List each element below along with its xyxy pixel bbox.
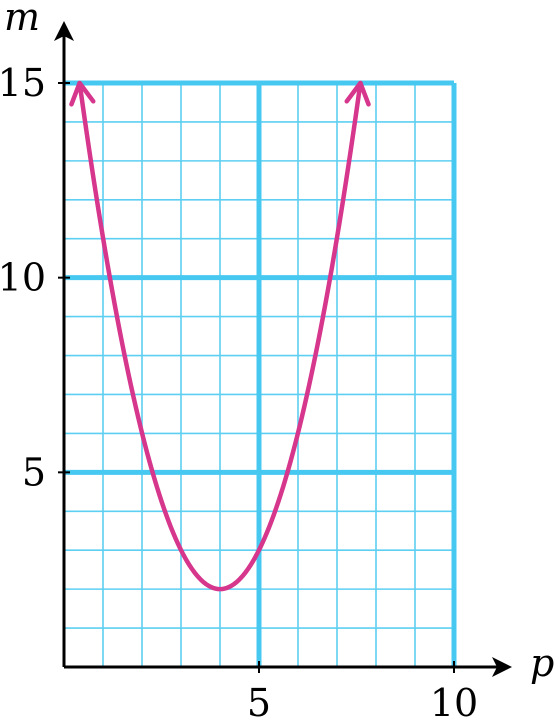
grid	[64, 83, 454, 667]
y-tick-label: 15	[0, 61, 46, 105]
y-tick-label: 10	[0, 256, 46, 300]
axes: p m	[4, 0, 554, 685]
y-tick-label: 5	[22, 450, 46, 494]
x-tick-label: 10	[430, 681, 478, 721]
y-axis-label: m	[4, 0, 40, 39]
x-tick-label: 5	[247, 681, 271, 721]
x-axis-label: p	[530, 641, 554, 685]
tick-labels: 5 10 5 10 15	[0, 61, 478, 721]
